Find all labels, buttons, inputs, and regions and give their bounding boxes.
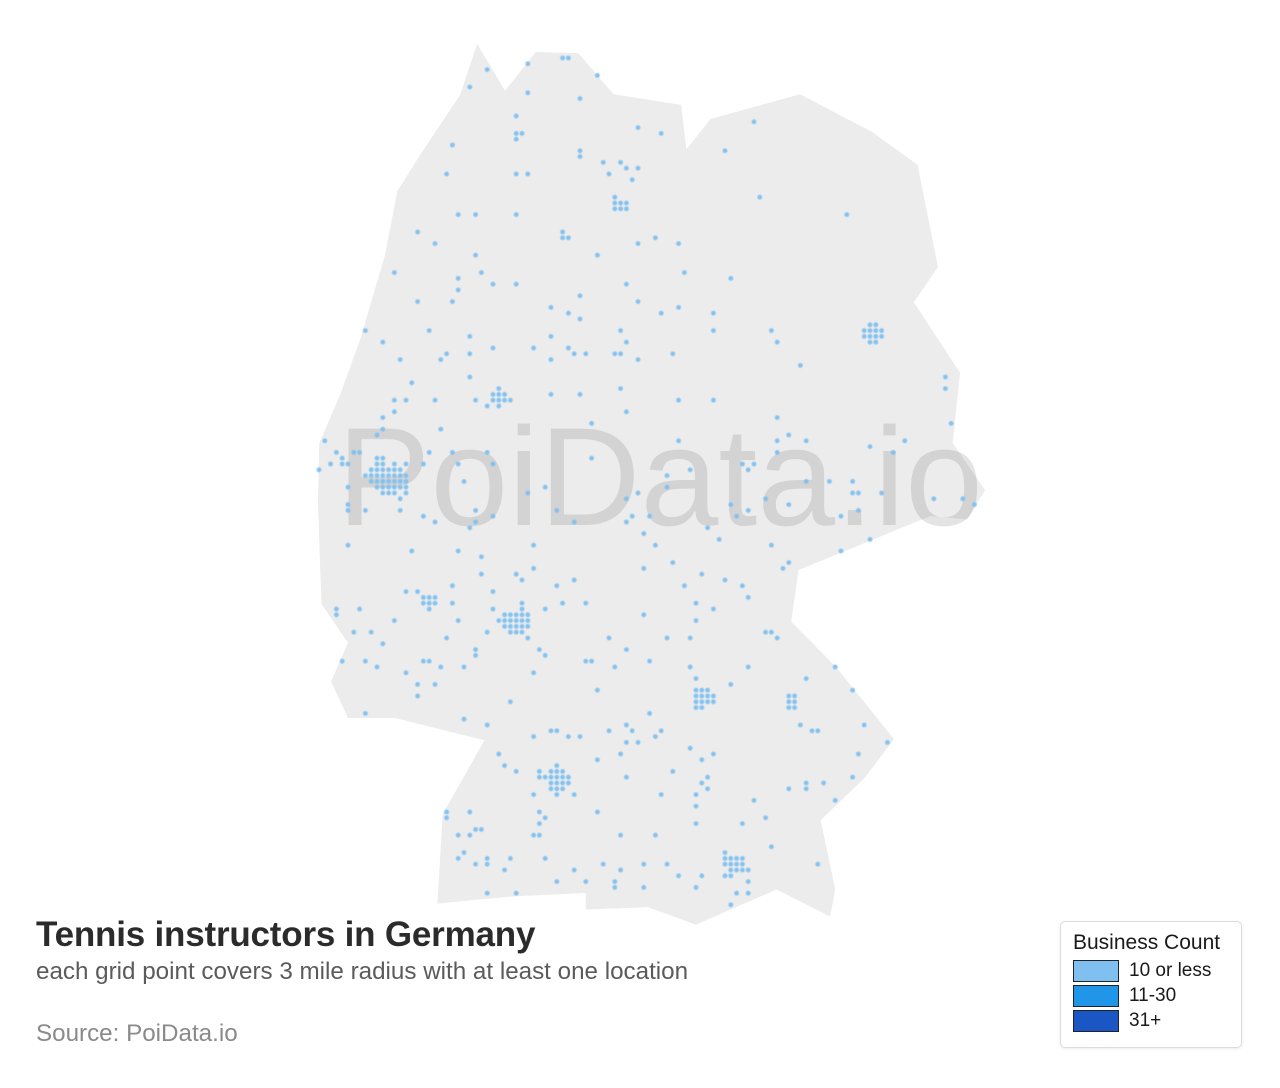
svg-text:PoiData.io: PoiData.io [337, 398, 983, 555]
